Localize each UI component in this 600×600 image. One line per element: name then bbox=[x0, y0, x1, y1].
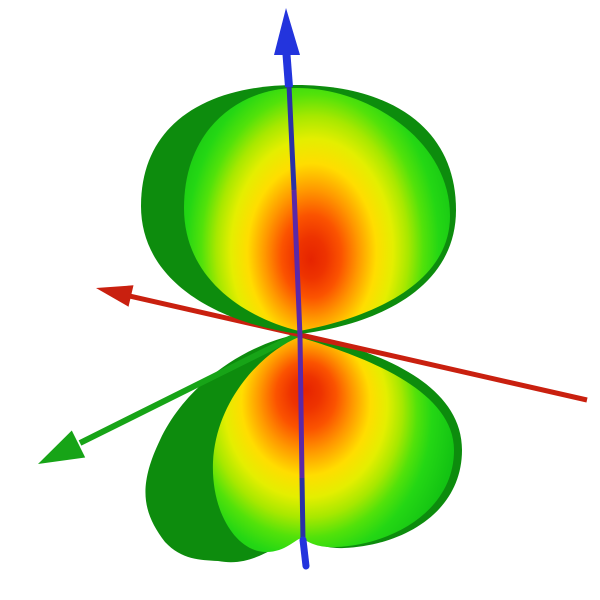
z-axis-bottom-stub bbox=[299, 536, 310, 570]
lower-lobe-cutaway-face bbox=[212, 337, 454, 552]
x-axis-arrowhead-icon bbox=[96, 285, 134, 307]
z-axis-arrow bbox=[274, 8, 310, 570]
y-axis-arrow bbox=[38, 331, 301, 464]
z-axis-shaft-core-lower bbox=[297, 335, 305, 479]
x-axis-arrow bbox=[96, 285, 588, 403]
z-axis-shaft-inner-upper bbox=[286, 84, 297, 191]
y-axis-shaft bbox=[78, 331, 301, 446]
x-axis-shaft bbox=[124, 292, 588, 403]
upper-lobe-cutaway-face bbox=[184, 88, 450, 331]
z-axis-shaft-core-upper bbox=[291, 189, 303, 337]
y-axis-arrowhead-icon bbox=[38, 430, 86, 464]
z-axis-arrowhead-icon bbox=[274, 8, 300, 55]
z-axis-shaft-inner-lower bbox=[299, 477, 306, 542]
